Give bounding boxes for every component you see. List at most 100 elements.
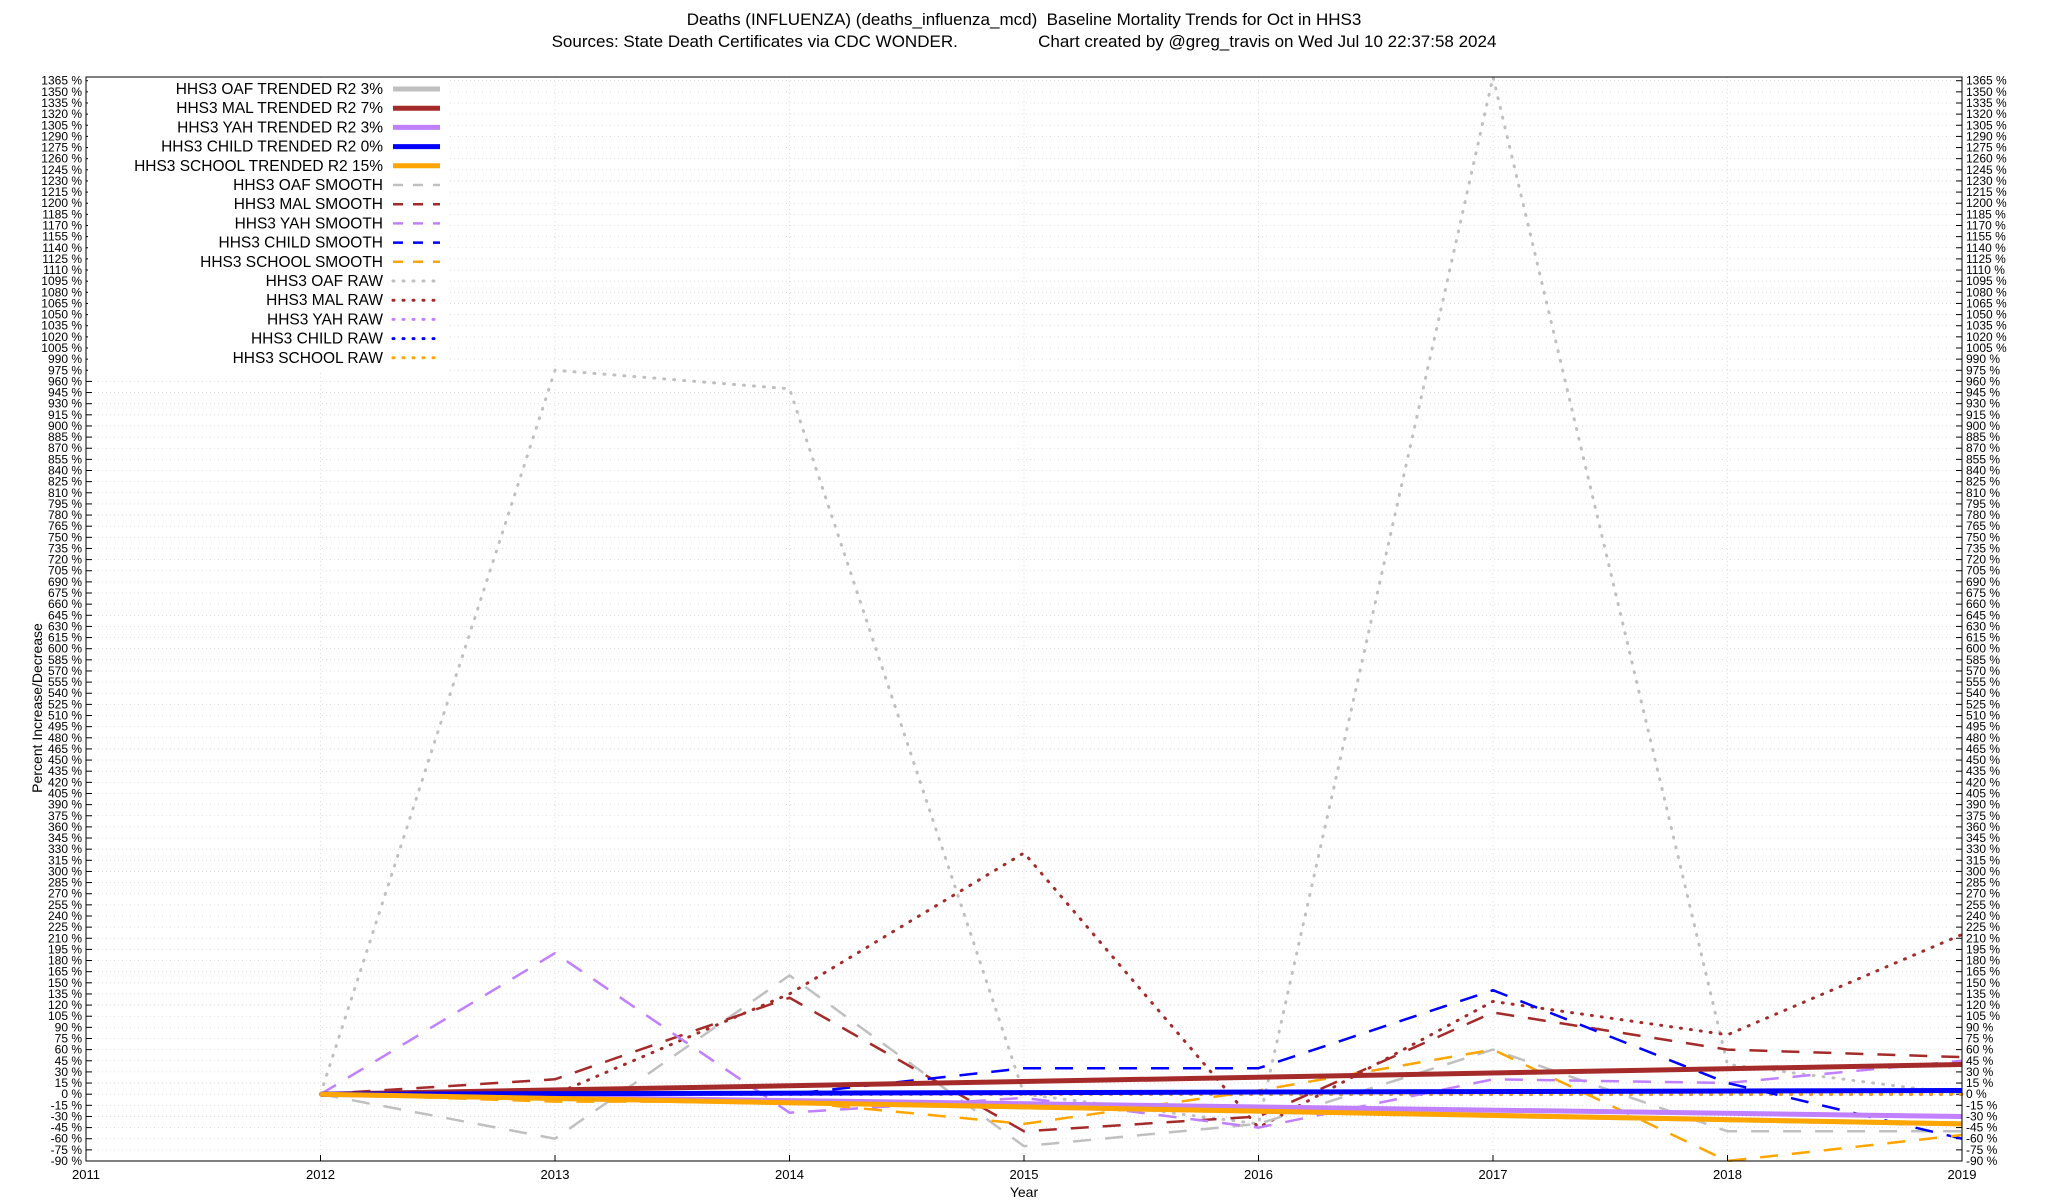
- y-tick-label-left: 885 %: [48, 430, 82, 444]
- legend-entry-label: HHS3 SCHOOL SMOOTH: [200, 254, 383, 271]
- y-tick-label-left: 900 %: [48, 419, 82, 433]
- y-tick-label-right: 780 %: [1966, 508, 2000, 522]
- y-tick-label-right: 1095 %: [1966, 274, 2007, 288]
- y-tick-label-left: 225 %: [48, 920, 82, 934]
- y-tick-label-left: 135 %: [48, 987, 82, 1001]
- x-tick-label: 2015: [1010, 1167, 1039, 1182]
- y-tick-label-right: 360 %: [1966, 820, 2000, 834]
- y-tick-label-right: 675 %: [1966, 586, 2000, 600]
- y-tick-label-left: 585 %: [48, 653, 82, 667]
- y-tick-label-left: 270 %: [48, 887, 82, 901]
- y-tick-label-right: 540 %: [1966, 686, 2000, 700]
- legend-entry-label: HHS3 CHILD RAW: [251, 331, 383, 348]
- y-tick-label-left: 930 %: [48, 397, 82, 411]
- y-tick-label-left: 360 %: [48, 820, 82, 834]
- y-tick-label-left: 735 %: [48, 541, 82, 555]
- legend-entry-label: HHS3 MAL TRENDED R2 7%: [176, 100, 383, 117]
- x-tick-label: 2018: [1713, 1167, 1742, 1182]
- y-tick-label-right: 900 %: [1966, 419, 2000, 433]
- y-tick-label-right: 855 %: [1966, 452, 2000, 466]
- y-tick-label-left: 165 %: [48, 965, 82, 979]
- y-tick-label-left: -60 %: [51, 1132, 83, 1146]
- y-tick-label-right: 600 %: [1966, 642, 2000, 656]
- y-tick-label-left: 30 %: [55, 1065, 83, 1079]
- y-tick-label-left: 375 %: [48, 809, 82, 823]
- y-tick-label-left: 90 %: [55, 1020, 83, 1034]
- y-tick-label-right: 1275 %: [1966, 141, 2007, 155]
- y-tick-label-right: 1335 %: [1966, 96, 2007, 110]
- y-tick-label-right: 570 %: [1966, 664, 2000, 678]
- y-tick-label-right: 270 %: [1966, 887, 2000, 901]
- y-tick-label-right: 660 %: [1966, 597, 2000, 611]
- y-tick-label-right: 525 %: [1966, 697, 2000, 711]
- y-tick-label-left: 1125 %: [42, 252, 82, 266]
- x-tick-label: 2019: [1948, 1167, 1977, 1182]
- y-tick-label-right: 1035 %: [1966, 319, 2007, 333]
- y-tick-label-right: 825 %: [1966, 475, 2000, 489]
- y-tick-label-left: 1245 %: [41, 163, 82, 177]
- series-line-hhs3-yah-smooth: [319, 951, 1963, 1129]
- y-tick-label-right: -75 %: [1966, 1143, 1998, 1157]
- y-tick-label-left: 105 %: [48, 1009, 82, 1023]
- y-tick-label-right: 390 %: [1966, 798, 2000, 812]
- y-tick-label-left: 570 %: [48, 664, 82, 678]
- y-tick-label-right: 510 %: [1966, 709, 2000, 723]
- legend: HHS3 OAF TRENDED R2 3% HHS3 MAL TRENDED R…: [88, 79, 448, 373]
- y-tick-label-left: 840 %: [48, 464, 82, 478]
- legend-entry-label: HHS3 YAH TRENDED R2 3%: [177, 119, 383, 136]
- y-tick-label-left: 1110 %: [43, 263, 82, 277]
- y-tick-label-left: 825 %: [48, 475, 82, 489]
- y-tick-label-left: 1320 %: [41, 107, 82, 121]
- y-tick-label-left: 435 %: [48, 764, 82, 778]
- y-tick-label-left: 960 %: [48, 374, 82, 388]
- y-tick-label-left: 525 %: [48, 697, 82, 711]
- y-tick-label-left: 255 %: [48, 898, 82, 912]
- y-tick-label-left: 75 %: [55, 1031, 83, 1045]
- y-tick-label-right: 750 %: [1966, 530, 2000, 544]
- y-tick-label-left: 0 %: [61, 1087, 82, 1101]
- y-tick-label-right: 105 %: [1966, 1009, 2000, 1023]
- y-tick-label-left: 210 %: [48, 931, 82, 945]
- legend-entry-label: HHS3 MAL RAW: [266, 292, 383, 309]
- y-tick-label-left: 180 %: [48, 954, 82, 968]
- y-tick-label-left: 1275 %: [41, 141, 82, 155]
- series-group: [319, 75, 1964, 1163]
- y-tick-label-right: 810 %: [1966, 486, 2000, 500]
- y-tick-label-right: 435 %: [1966, 764, 2000, 778]
- legend-entry-label: HHS3 OAF SMOOTH: [233, 177, 383, 194]
- y-tick-label-right: -15 %: [1966, 1098, 1998, 1112]
- y-tick-label-left: 1020 %: [41, 330, 82, 344]
- y-tick-label-right: 1140 %: [1966, 241, 2006, 255]
- y-tick-label-left: 945 %: [48, 386, 82, 400]
- y-tick-label-left: 1350 %: [41, 85, 82, 99]
- y-tick-label-right: 150 %: [1966, 976, 2000, 990]
- x-tick-label: 2014: [775, 1167, 804, 1182]
- y-tick-label-right: 720 %: [1966, 553, 2000, 567]
- y-tick-label-left: 195 %: [48, 942, 82, 956]
- series-line-hhs3-mal-trended-r2-7: [320, 1062, 1963, 1097]
- legend-background: [88, 79, 448, 373]
- y-tick-label-left: 675 %: [48, 586, 82, 600]
- y-tick-label-right: 495 %: [1966, 720, 2000, 734]
- y-tick-label-right: 795 %: [1966, 497, 2000, 511]
- y-tick-label-right: 1155 %: [1966, 230, 2006, 244]
- y-tick-label-right: 945 %: [1966, 386, 2000, 400]
- y-tick-label-right: -45 %: [1966, 1121, 1998, 1135]
- x-tick-label: 2013: [541, 1167, 570, 1182]
- y-tick-label-left: 915 %: [48, 408, 82, 422]
- y-tick-label-left: -90 %: [51, 1154, 83, 1168]
- y-tick-label-right: 465 %: [1966, 742, 2000, 756]
- y-tick-label-right: 1200 %: [1966, 196, 2007, 210]
- y-tick-label-left: 660 %: [48, 597, 82, 611]
- y-tick-label-right: 870 %: [1966, 441, 2000, 455]
- y-tick-label-right: 915 %: [1966, 408, 2000, 422]
- y-tick-label-right: 705 %: [1966, 564, 2000, 578]
- y-tick-label-left: 540 %: [48, 686, 82, 700]
- y-tick-label-left: 60 %: [55, 1043, 83, 1057]
- series-line-hhs3-school-trended-r2-15: [320, 1091, 1963, 1127]
- y-tick-label-right: -60 %: [1966, 1132, 1998, 1146]
- y-tick-label-right: 735 %: [1966, 541, 2000, 555]
- y-tick-label-right: 885 %: [1966, 430, 2000, 444]
- legend-entry-label: HHS3 SCHOOL TRENDED R2 15%: [134, 158, 383, 175]
- y-tick-label-right: 255 %: [1966, 898, 2000, 912]
